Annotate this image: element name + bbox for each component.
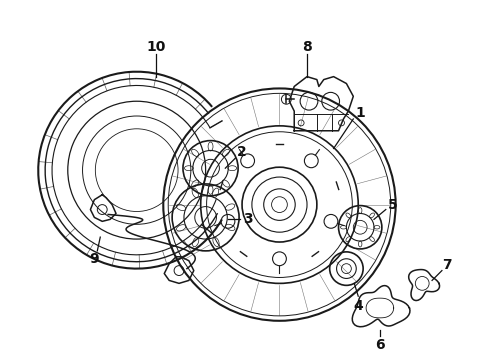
Text: 5: 5 — [388, 198, 397, 212]
Text: 10: 10 — [147, 40, 166, 54]
Text: 2: 2 — [237, 145, 247, 159]
Text: 8: 8 — [302, 40, 312, 54]
Text: 7: 7 — [442, 258, 452, 272]
Text: 3: 3 — [243, 212, 253, 226]
Text: 6: 6 — [375, 338, 385, 352]
Text: 4: 4 — [353, 299, 363, 313]
Text: 9: 9 — [90, 252, 99, 266]
Text: 1: 1 — [355, 106, 365, 120]
